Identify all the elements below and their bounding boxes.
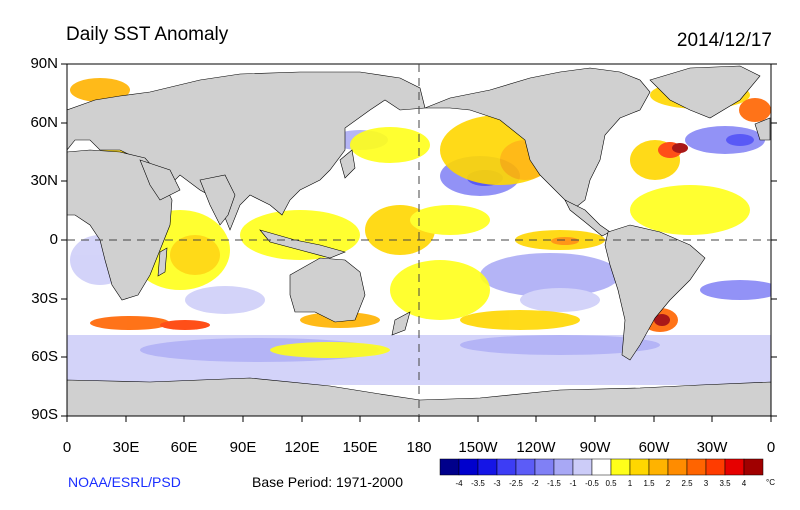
land-india xyxy=(199,174,236,226)
colorbar-swatch xyxy=(515,458,536,476)
lat-label-90s: 90S xyxy=(31,406,58,423)
land-greenland xyxy=(649,65,761,119)
axis-ticks xyxy=(61,63,777,422)
lon-label-150e: 150E xyxy=(342,439,378,456)
colorbar-tick-label: -3 xyxy=(493,479,501,488)
land-africa xyxy=(67,149,173,301)
land-north-america xyxy=(424,67,651,209)
land-japan xyxy=(339,149,356,179)
colorbar xyxy=(439,458,764,476)
lon-label-60w: 60W xyxy=(638,439,670,456)
colorbar-swatch xyxy=(572,458,593,476)
lon-label-180: 180 xyxy=(406,439,432,456)
colorbar-tick-label: 3 xyxy=(703,479,709,488)
lat-label-0: 0 xyxy=(49,231,58,248)
land-antarctica xyxy=(67,377,771,416)
land-australia xyxy=(289,257,366,323)
land-uk xyxy=(754,117,771,141)
base-period: Base Period: 1971-2000 xyxy=(252,474,403,490)
lat-label-60n: 60N xyxy=(30,114,58,131)
colorbar-tick-label: -2 xyxy=(531,479,539,488)
land-madagascar xyxy=(157,247,168,277)
colorbar-unit: °C xyxy=(766,478,775,487)
land-masses xyxy=(67,65,771,416)
colorbar-tick-label: -0.5 xyxy=(585,479,599,488)
colorbar-swatch xyxy=(648,458,669,476)
colorbar-swatch xyxy=(553,458,574,476)
colorbar-swatch xyxy=(743,458,764,476)
credit-link: NOAA/ESRL/PSD xyxy=(68,474,181,490)
colorbar-swatch xyxy=(477,458,498,476)
land-central-america xyxy=(564,199,611,237)
colorbar-tick-label: 4 xyxy=(741,479,747,488)
colorbar-swatch xyxy=(534,458,555,476)
lat-label-30s: 30S xyxy=(31,290,58,307)
colorbar-tick-label: -4 xyxy=(455,479,463,488)
lon-label-150w: 150W xyxy=(458,439,498,456)
colorbar-swatch xyxy=(458,458,479,476)
colorbar-swatch xyxy=(610,458,631,476)
lon-label-30w: 30W xyxy=(696,439,728,456)
colorbar-swatch xyxy=(667,458,688,476)
map-date: 2014/12/17 xyxy=(676,30,772,51)
colorbar-swatch xyxy=(439,458,460,476)
lat-label-30n: 30N xyxy=(30,172,58,189)
colorbar-swatch xyxy=(629,458,650,476)
colorbar-tick-label: 0.5 xyxy=(605,479,617,488)
colorbar-tick-label: 1.5 xyxy=(643,479,655,488)
colorbar-tick-label: 1 xyxy=(627,479,633,488)
lon-label-90w: 90W xyxy=(579,439,611,456)
colorbar-tick-label: -3.5 xyxy=(471,479,485,488)
lon-label-120w: 120W xyxy=(516,439,556,456)
map-title: Daily SST Anomaly xyxy=(66,24,229,45)
colorbar-swatch xyxy=(496,458,517,476)
colorbar-tick-label: -2.5 xyxy=(509,479,523,488)
colorbar-tick-label: 2 xyxy=(665,479,671,488)
lon-label-0: 0 xyxy=(62,439,72,456)
lat-label-60s: 60S xyxy=(31,348,58,365)
colorbar-swatch xyxy=(705,458,726,476)
lon-label-0-east: 0 xyxy=(766,439,776,456)
colorbar-swatch xyxy=(724,458,745,476)
lon-label-120e: 120E xyxy=(284,439,320,456)
colorbar-swatch xyxy=(591,458,612,476)
lon-label-30e: 30E xyxy=(112,439,140,456)
colorbar-tick-label: 3.5 xyxy=(719,479,731,488)
land-new-zealand xyxy=(391,311,411,336)
colorbar-tick-label: 2.5 xyxy=(681,479,693,488)
lat-label-90n: 90N xyxy=(30,55,58,72)
land-south-america xyxy=(604,224,706,361)
lon-label-90e: 90E xyxy=(229,439,257,456)
land-indonesia xyxy=(259,229,346,259)
warm-anomalies xyxy=(70,78,771,358)
lon-label-60e: 60E xyxy=(170,439,198,456)
colorbar-tick-label: -1.5 xyxy=(547,479,561,488)
colorbar-tick-label: -1 xyxy=(569,479,577,488)
colorbar-swatch xyxy=(686,458,707,476)
land-arabia xyxy=(139,159,181,201)
